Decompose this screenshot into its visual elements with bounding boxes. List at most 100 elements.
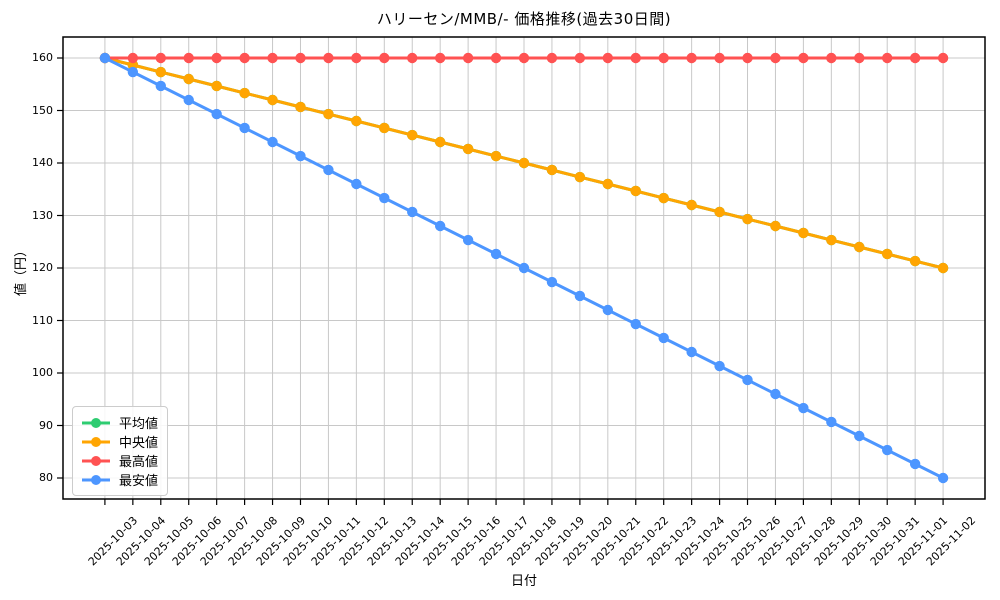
data-point <box>323 164 334 176</box>
data-point <box>602 52 614 64</box>
data-point <box>351 115 362 127</box>
data-point <box>490 150 502 162</box>
legend-marker-icon <box>82 436 110 447</box>
data-point <box>434 220 446 232</box>
data-point <box>798 52 809 64</box>
data-point <box>854 241 865 253</box>
data-point <box>462 143 474 155</box>
data-point <box>379 192 390 204</box>
y-tick-label: 80 <box>39 471 53 484</box>
data-point <box>574 52 586 64</box>
data-point <box>295 150 306 162</box>
data-point <box>937 262 949 274</box>
axes-spines <box>57 36 986 505</box>
data-point <box>742 213 753 225</box>
data-point <box>770 220 781 232</box>
data-point <box>854 52 865 64</box>
data-point <box>434 52 446 64</box>
y-tick-label: 150 <box>32 103 53 117</box>
data-point <box>854 430 865 442</box>
data-point <box>602 178 614 190</box>
series-1 <box>99 52 949 274</box>
data-point <box>686 346 697 358</box>
data-point <box>574 171 586 183</box>
data-point <box>211 80 222 92</box>
data-point <box>155 52 166 64</box>
series-2 <box>99 52 949 64</box>
y-tick-label: 140 <box>32 156 53 169</box>
data-point <box>546 276 558 288</box>
chart-title: ハリーセン/MMB/- 価格推移(過去30日間) <box>376 10 672 28</box>
data-point <box>742 374 753 386</box>
data-point <box>686 199 697 211</box>
data-point <box>826 52 837 64</box>
data-point <box>909 458 921 470</box>
legend-marker-icon <box>82 474 110 485</box>
data-point <box>295 52 306 64</box>
data-point <box>407 206 418 218</box>
data-point <box>351 52 362 64</box>
data-point <box>267 94 278 106</box>
data-point <box>323 108 334 120</box>
legend-marker-icon <box>82 417 110 428</box>
data-point <box>518 157 530 169</box>
data-point <box>826 234 837 246</box>
data-point <box>267 136 278 148</box>
data-point <box>490 52 502 64</box>
data-point <box>630 185 641 197</box>
data-point <box>937 472 949 484</box>
legend: 平均値中央値 最高値最安値 <box>72 406 168 496</box>
y-tick-label: 130 <box>32 208 53 222</box>
data-point <box>574 290 586 302</box>
legend-label: 最安値 <box>119 474 159 489</box>
data-point <box>462 234 474 246</box>
legend-label: 中央値 <box>119 436 159 451</box>
data-point <box>630 318 641 330</box>
data-point <box>826 416 837 428</box>
data-point <box>714 206 725 218</box>
data-point <box>770 52 781 64</box>
data-point <box>882 444 893 456</box>
data-point <box>518 262 530 274</box>
data-point <box>658 192 669 204</box>
legend-item: 中央値 <box>81 432 159 451</box>
series-3 <box>99 52 949 484</box>
data-point <box>909 255 921 267</box>
data-point <box>490 248 502 260</box>
x-axis-label: 日付 <box>510 574 537 589</box>
data-point <box>630 52 641 64</box>
data-point <box>882 248 893 260</box>
data-point <box>295 101 306 113</box>
data-point <box>770 388 781 400</box>
data-point <box>239 122 250 134</box>
data-point <box>742 52 753 64</box>
data-point <box>798 402 809 414</box>
y-tick-label: 120 <box>32 261 53 274</box>
data-point <box>99 52 111 64</box>
data-point <box>546 52 558 64</box>
data-point <box>379 122 390 134</box>
data-point <box>239 52 250 64</box>
data-point <box>882 52 893 64</box>
data-point <box>183 52 194 64</box>
data-point <box>602 304 614 316</box>
legend-item: 最高値 <box>81 451 159 470</box>
y-tick-label: 90 <box>39 418 53 432</box>
data-point <box>211 108 222 120</box>
data-point <box>239 87 250 99</box>
data-point <box>379 52 390 64</box>
legend-label: 平均値 <box>119 417 159 432</box>
data-point <box>183 94 194 106</box>
data-point <box>546 164 558 176</box>
y-tick-label: 160 <box>32 51 53 64</box>
data-point <box>407 129 418 141</box>
data-point <box>462 52 474 64</box>
data-point <box>937 52 949 64</box>
data-point <box>658 332 669 344</box>
legend-item: 平均値 <box>81 413 159 432</box>
y-tick-label: 100 <box>32 366 53 379</box>
data-point <box>714 52 725 64</box>
data-point <box>714 360 725 372</box>
